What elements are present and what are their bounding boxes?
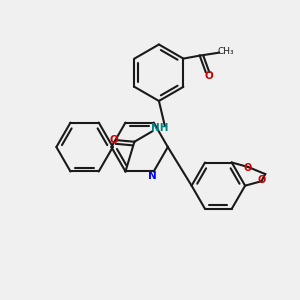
Text: O: O bbox=[109, 135, 118, 145]
Text: O: O bbox=[257, 175, 266, 185]
Text: NH: NH bbox=[151, 123, 168, 134]
Text: CH₃: CH₃ bbox=[217, 47, 234, 56]
Text: N: N bbox=[148, 171, 157, 181]
Text: O: O bbox=[204, 70, 213, 80]
Text: O: O bbox=[244, 164, 252, 173]
